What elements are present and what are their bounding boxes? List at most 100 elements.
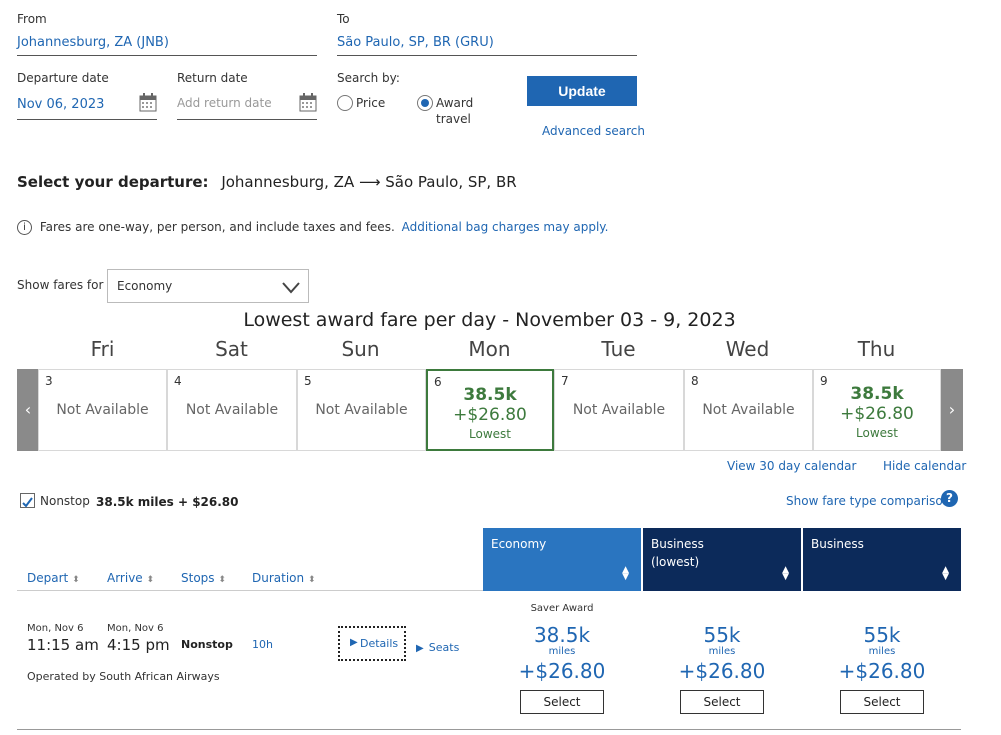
chevron-right-icon: ›: [948, 400, 956, 419]
calendar-next-button[interactable]: ›: [941, 369, 963, 451]
calendar-day-number: 4: [174, 374, 182, 388]
day-name: Sat: [215, 337, 248, 361]
calendar-title: Lowest award fare per day - November 03 …: [243, 309, 736, 331]
fare-miles-unit: miles: [868, 646, 896, 657]
award-radio-label-2: travel: [436, 112, 471, 126]
sort-icon: ▲ ▼: [782, 565, 789, 582]
fare-column-title: Business: [651, 537, 704, 551]
calendar-icon[interactable]: [299, 93, 317, 116]
fare-notice: i Fares are one-way, per person, and inc…: [17, 220, 608, 235]
depart-time: 11:15 am: [27, 636, 99, 654]
details-label: Details: [360, 637, 399, 650]
day-name: Thu: [857, 337, 896, 361]
advanced-search-link[interactable]: Advanced search: [542, 124, 645, 138]
sort-icon: ▲ ▼: [942, 565, 949, 582]
calendar-day-status: Not Available: [572, 402, 666, 418]
calendar-day-cell[interactable]: 8 Not Available: [684, 369, 813, 451]
calendar-day-number: 9: [820, 374, 828, 388]
departure-heading: Select your departure: Johannesburg, ZA …: [17, 173, 517, 191]
seats-link[interactable]: ▶ Seats: [416, 636, 459, 655]
departure-date-field[interactable]: Nov 06, 2023: [17, 91, 157, 120]
to-value: São Paulo, SP, BR (GRU): [337, 35, 494, 50]
departure-date-value: Nov 06, 2023: [17, 97, 105, 112]
day-name: Fri: [90, 337, 115, 361]
nonstop-checkbox[interactable]: [20, 493, 35, 508]
bag-charges-link[interactable]: Additional bag charges may apply.: [401, 220, 609, 234]
price-radio-label: Price: [356, 96, 386, 110]
operated-by: Operated by South African Airways: [27, 670, 220, 683]
award-radio[interactable]: [417, 95, 433, 111]
departure-route: Johannesburg, ZA ⟶ São Paulo, SP, BR: [221, 173, 517, 191]
fare-column-business[interactable]: Business ▲ ▼: [803, 528, 961, 591]
calendar-day-status: Not Available: [185, 402, 279, 418]
calendar-day-status: Not Available: [315, 402, 408, 418]
details-button[interactable]: ▶ Details: [338, 626, 406, 661]
calendar-day-number: 3: [45, 374, 53, 388]
calendar-day-lowest: Lowest: [469, 427, 511, 441]
chevron-left-icon: ‹: [24, 400, 32, 419]
calendar-day-miles: 38.5k: [463, 385, 517, 405]
depart-date: Mon, Nov 6: [27, 623, 84, 634]
select-economy-button[interactable]: Select: [520, 690, 604, 714]
fare-column-subtitle: (lowest): [651, 555, 700, 569]
fare-miles: 55k: [863, 623, 901, 647]
fare-column-title: Business: [811, 537, 864, 551]
calendar-prev-button[interactable]: ‹: [17, 369, 39, 451]
calendar-day-status: Not Available: [56, 402, 149, 418]
sort-icon: ⬍: [72, 575, 80, 585]
show-fares-label: Show fares for: [17, 278, 104, 292]
calendar-day-cell[interactable]: 9 38.5k +$26.80 Lowest: [813, 369, 941, 451]
fare-notice-text: Fares are one-way, per person, and inclu…: [39, 220, 395, 234]
select-business-lowest-button[interactable]: Select: [680, 690, 764, 714]
sort-duration[interactable]: Duration ⬍: [252, 571, 316, 585]
nonstop-label: Nonstop: [40, 494, 90, 508]
update-button[interactable]: Update: [527, 76, 637, 106]
fare-column-business-lowest[interactable]: Business (lowest) ▲ ▼: [643, 528, 801, 591]
sort-depart[interactable]: Depart ⬍: [27, 571, 80, 585]
calendar-day-number: 5: [304, 374, 312, 388]
price-radio[interactable]: [337, 95, 353, 111]
stops-value: Nonstop: [181, 638, 233, 651]
hide-calendar-link[interactable]: Hide calendar: [883, 459, 967, 473]
day-names-row: Fri Sat Sun Mon Tue Wed Thu: [38, 337, 941, 361]
calendar-icon[interactable]: [139, 93, 157, 116]
departure-date-label: Departure date: [17, 71, 109, 85]
award-radio-label-1: Award: [436, 96, 474, 110]
calendar-day-cell[interactable]: 5 Not Available: [297, 369, 426, 451]
calendar-day-cell[interactable]: 3 Not Available: [38, 369, 167, 451]
sort-stops[interactable]: Stops ⬍: [181, 571, 226, 585]
sort-icon: ⬍: [146, 575, 155, 585]
caret-right-icon: ▶: [416, 643, 424, 654]
fare-cash: +$26.80: [518, 659, 606, 683]
fare-class-value: Economy: [117, 279, 173, 293]
seats-label: Seats: [428, 641, 460, 654]
fare-cash: +$26.80: [678, 659, 766, 683]
sort-arrive[interactable]: Arrive ⬍: [107, 571, 154, 585]
to-field[interactable]: São Paulo, SP, BR (GRU): [337, 32, 637, 56]
return-date-field[interactable]: Add return date: [177, 91, 317, 120]
calendar-day-number: 7: [561, 374, 569, 388]
sort-depart-label: Depart: [27, 571, 69, 585]
price-radio-option[interactable]: Price: [337, 95, 385, 115]
view-30-day-calendar-link[interactable]: View 30 day calendar: [727, 459, 857, 473]
day-name: Wed: [725, 337, 770, 361]
calendar-day-cash: +$26.80: [840, 404, 914, 424]
calendar-day-cell[interactable]: 4 Not Available: [167, 369, 297, 451]
fare-column-economy[interactable]: Economy ▲ ▼: [483, 528, 641, 591]
fare-miles: 38.5k: [533, 623, 591, 647]
arrive-date: Mon, Nov 6: [107, 623, 164, 634]
calendar-day-cell-selected[interactable]: 6 38.5k +$26.80 Lowest: [426, 369, 554, 451]
from-value: Johannesburg, ZA (JNB): [17, 35, 169, 50]
from-field[interactable]: Johannesburg, ZA (JNB): [17, 32, 317, 56]
sort-icon: ⬍: [218, 575, 226, 585]
to-label: To: [337, 12, 350, 26]
select-business-button[interactable]: Select: [840, 690, 924, 714]
help-icon[interactable]: ?: [941, 490, 958, 507]
calendar-day-cell[interactable]: 7 Not Available: [554, 369, 684, 451]
search-by-label: Search by:: [337, 71, 400, 85]
award-radio-option[interactable]: Award travel: [417, 95, 473, 126]
calendar-day-number: 8: [691, 374, 699, 388]
duration-value: 10h: [252, 638, 273, 651]
fare-comparison-link[interactable]: Show fare type comparison: [786, 494, 951, 508]
fare-class-select[interactable]: Economy: [107, 269, 309, 303]
